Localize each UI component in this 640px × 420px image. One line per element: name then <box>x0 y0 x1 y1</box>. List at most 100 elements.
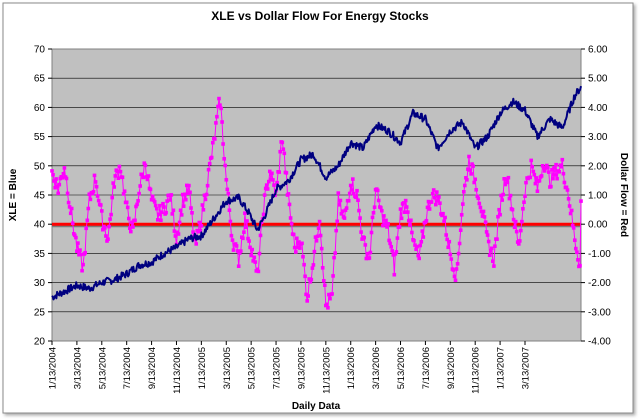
dollar-flow-point <box>456 251 461 256</box>
dollar-flow-point <box>397 225 402 229</box>
dollar-flow-point <box>257 251 262 256</box>
x-tick-label: 5/13/2006 <box>396 347 407 389</box>
y-right-tick-label: 4.00 <box>588 103 608 114</box>
dollar-flow-point <box>250 247 254 252</box>
dollar-flow-point <box>70 221 75 225</box>
dollar-flow-point <box>452 274 457 279</box>
dollar-flow-point <box>481 209 486 214</box>
dollar-flow-point <box>287 202 292 207</box>
dollar-flow-point <box>243 211 247 215</box>
dollar-flow-point <box>262 193 267 197</box>
dollar-flow-point <box>259 220 264 225</box>
dollar-flow-point <box>86 206 91 211</box>
dollar-flow-point <box>308 280 313 284</box>
dollar-flow-point <box>521 207 525 211</box>
y-left-tick-label: 50 <box>34 161 46 172</box>
y-right-tick-label: 3.00 <box>588 132 608 143</box>
y-right-tick-label: -4.00 <box>588 337 611 348</box>
dollar-flow-point <box>90 191 95 196</box>
dollar-flow-point <box>344 206 349 210</box>
dollar-flow-point <box>135 202 139 207</box>
dollar-flow-point <box>350 188 354 192</box>
dollar-flow-point <box>539 174 544 178</box>
dollar-flow-point <box>301 254 305 259</box>
xle-series <box>51 85 582 301</box>
dollar-flow-point <box>228 219 233 224</box>
dollar-flow-point <box>384 218 388 223</box>
dollar-flow-point <box>80 268 84 273</box>
dollar-flow-point <box>111 181 115 185</box>
dollar-flow-point <box>77 252 81 257</box>
dollar-flow-point <box>278 149 282 154</box>
dollar-flow-point <box>62 166 67 170</box>
dollar-flow-point <box>519 228 523 233</box>
dollar-flow-point <box>157 212 161 217</box>
dollar-flow-point <box>518 239 522 243</box>
dollar-flow-point <box>369 230 374 235</box>
dollar-flow-point <box>382 214 386 218</box>
dollar-flow-point <box>258 233 263 238</box>
dollar-flow-point <box>148 187 153 192</box>
dollar-flow-point <box>140 172 144 177</box>
dollar-flow-point <box>446 245 450 250</box>
dollar-flow-point <box>462 190 466 194</box>
dollar-flow-point <box>227 208 232 212</box>
dollar-flow-point <box>505 180 510 185</box>
dollar-flow-point <box>120 175 125 180</box>
dollar-flow-point <box>445 237 449 242</box>
dollar-flow-point <box>348 183 353 188</box>
dollar-flow-point <box>85 218 90 223</box>
dollar-flow-point <box>486 239 491 244</box>
dollar-flow-point <box>471 164 475 168</box>
dollar-flow-point <box>524 180 528 185</box>
dollar-flow-point <box>507 196 512 201</box>
y-axis-left-ticks: 20 25 30 35 40 45 50 55 60 65 70 <box>34 45 52 348</box>
dollar-flow-point <box>50 169 54 173</box>
dollar-flow-point <box>542 169 547 173</box>
x-tick-label: 1/13/2007 <box>496 347 507 389</box>
dollar-flow-point <box>112 185 116 189</box>
dollar-flow-point <box>569 208 574 213</box>
dollar-flow-point <box>469 172 473 176</box>
dollar-flow-point <box>224 178 229 182</box>
reference-line-group <box>52 222 581 228</box>
dollar-flow-point <box>101 227 105 232</box>
dollar-flow-point <box>122 189 127 193</box>
dollar-flow-point <box>115 169 120 174</box>
dollar-flow-point <box>242 230 246 234</box>
dollar-flow-point <box>217 96 221 101</box>
dollar-flow-point <box>498 212 502 217</box>
dollar-flow-point <box>541 166 546 170</box>
dollar-flow-point <box>502 177 506 181</box>
dollar-flow-point <box>417 256 421 261</box>
dollar-flow-point <box>241 236 245 241</box>
dollar-flow-point <box>553 173 557 177</box>
dollar-flow-point <box>137 191 141 196</box>
dollar-flow-point <box>253 260 258 264</box>
dollar-flow-point <box>338 198 343 203</box>
dollar-flow-point <box>390 249 394 253</box>
dollar-flow-point <box>441 211 445 216</box>
dollar-flow-point <box>235 249 240 253</box>
dollar-flow-point <box>561 171 566 176</box>
dollar-flow-point <box>252 255 257 260</box>
dollar-flow-point <box>474 188 478 192</box>
dollar-flow-point <box>426 199 431 204</box>
x-tick-label: 7/13/2004 <box>122 347 133 389</box>
dollar-flow-point <box>167 193 171 198</box>
dollar-flow-point <box>403 198 408 203</box>
dollar-flow-point <box>269 177 273 182</box>
dollar-flow-point <box>172 229 177 233</box>
dollar-flow-point <box>322 279 326 283</box>
dollar-flow-point <box>387 238 391 243</box>
dollar-flow-point <box>67 205 72 209</box>
dollar-flow-point <box>575 250 579 254</box>
dollar-flow-point <box>136 199 140 203</box>
y-right-tick-label: -3.00 <box>588 307 611 318</box>
dollar-flow-point <box>317 219 322 224</box>
dollar-flow-point <box>457 241 462 246</box>
dollar-flow-point <box>288 216 293 220</box>
dollar-flow-point <box>216 104 220 109</box>
dollar-flow-point <box>92 173 97 178</box>
dollar-flow-point <box>248 245 252 250</box>
